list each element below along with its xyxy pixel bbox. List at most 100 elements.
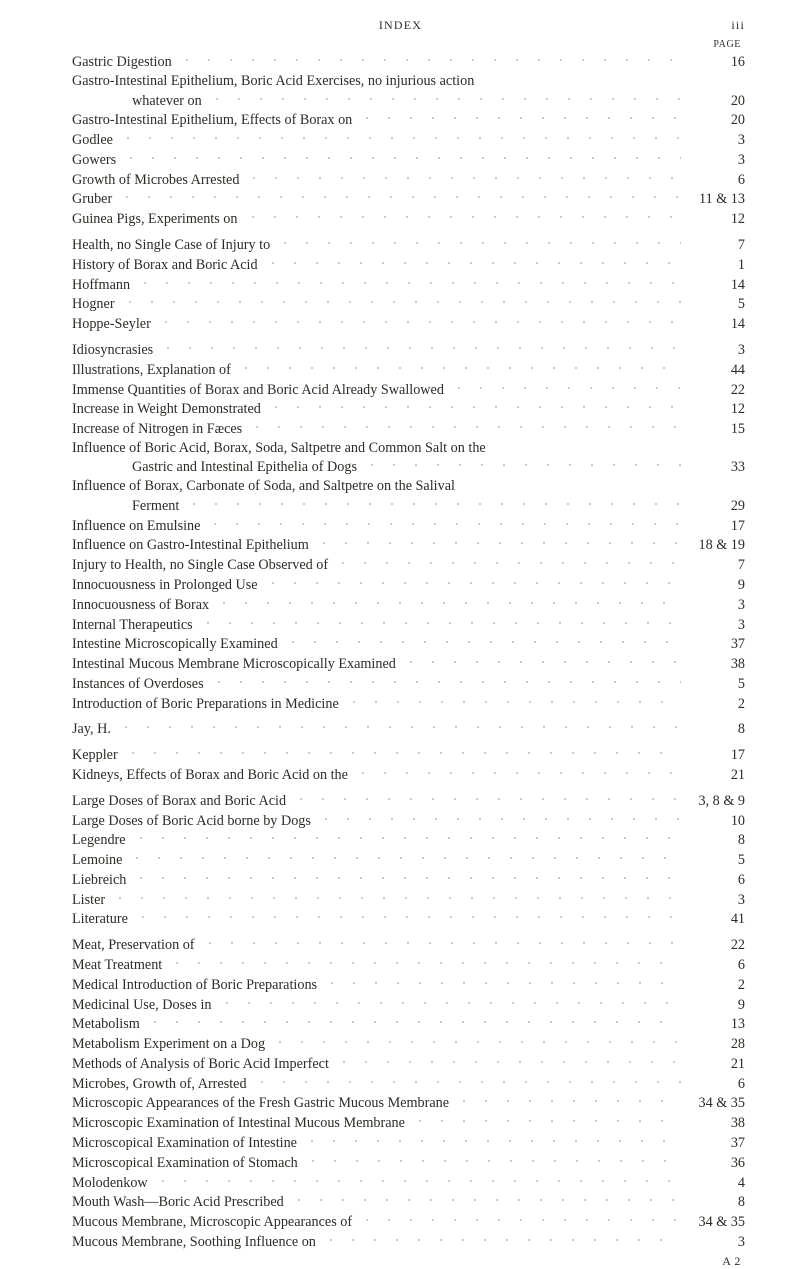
dot-leader (302, 1153, 681, 1167)
dot-leader (235, 360, 681, 374)
index-entry-page: 6 (685, 956, 745, 975)
index-entry-page: 16 (685, 53, 745, 72)
index-entry-label: Gastro-Intestinal Epithelium, Boric Acid… (72, 72, 474, 91)
index-entry-label: Jay, H. (72, 720, 111, 739)
dot-leader (333, 1054, 681, 1068)
dot-leader (116, 189, 681, 203)
dot-leader (290, 791, 681, 805)
dot-leader (157, 340, 681, 354)
index-entry-label: Large Doses of Boric Acid borne by Dogs (72, 812, 311, 831)
index-row: Lister3 (72, 889, 745, 909)
dot-leader (132, 909, 681, 923)
index-entry-label: Microbes, Growth of, Arrested (72, 1075, 247, 1094)
index-entry-page: 21 (685, 766, 745, 785)
dot-leader (409, 1113, 681, 1127)
index-entry-label: Legendre (72, 831, 126, 850)
index-entry-label: Mucous Membrane, Soothing Influence on (72, 1233, 316, 1252)
index-row: Godlee3 (72, 130, 745, 150)
index-entry-label: Medicinal Use, Doses in (72, 996, 212, 1015)
dot-leader (109, 889, 681, 903)
index-entry-page: 6 (685, 1075, 745, 1094)
index-row: Hoffmann14 (72, 274, 745, 294)
index-row: Mucous Membrane, Microscopic Appearances… (72, 1212, 745, 1232)
index-row: Idiosyncrasies3 (72, 340, 745, 360)
index-entry-label: Guinea Pigs, Experiments on (72, 210, 238, 229)
dot-leader (166, 955, 681, 969)
index-entry-label: Microscopical Examination of Stomach (72, 1154, 298, 1173)
dot-leader (313, 535, 681, 549)
index-row: Molodenkow4 (72, 1172, 745, 1192)
index-entry-page: 21 (685, 1055, 745, 1074)
dot-leader (243, 170, 681, 184)
index-entry-page: 12 (685, 400, 745, 419)
index-entry-page: 37 (685, 635, 745, 654)
index-entry-label: Liebreich (72, 871, 126, 890)
index-entry-label: Gruber (72, 190, 112, 209)
dot-leader (400, 654, 681, 668)
index-entry-page: 2 (685, 976, 745, 995)
index-entry-page: 38 (685, 1114, 745, 1133)
dot-leader (213, 595, 681, 609)
index-row: Mouth Wash—Boric Acid Prescribed 8 (72, 1192, 745, 1212)
dot-leader (262, 575, 681, 589)
index-row: Increase of Nitrogen in Fæces15 (72, 419, 745, 439)
index-entry-page: 11 & 13 (685, 190, 745, 209)
index-entry-page: 18 & 19 (685, 536, 745, 555)
index-entry-label: Lister (72, 891, 105, 910)
index-entry-label: Gastric and Intestinal Epithelia of Dogs (72, 458, 357, 477)
index-entry-page: 10 (685, 812, 745, 831)
index-entry-page: 9 (685, 576, 745, 595)
index-entry-label: Meat Treatment (72, 956, 162, 975)
index-row: Influence on Emulsine17 (72, 515, 745, 535)
index-entry-page: 3 (685, 596, 745, 615)
index-entry-label: Introduction of Boric Preparations in Me… (72, 695, 339, 714)
index-entry-page: 3 (685, 131, 745, 150)
index-entry-page: 36 (685, 1154, 745, 1173)
dot-leader (453, 1093, 681, 1107)
index-row: Meat, Preservation of 22 (72, 935, 745, 955)
dot-leader (448, 379, 681, 393)
dot-leader (144, 1014, 681, 1028)
dot-leader (130, 870, 681, 884)
index-entry-label: Hoffmann (72, 276, 130, 295)
index-entry-page: 8 (685, 831, 745, 850)
dot-leader (152, 1172, 681, 1186)
index-row: Intestine Microscopically Examined37 (72, 634, 745, 654)
index-row: Guinea Pigs, Experiments on12 (72, 209, 745, 229)
index-row: Gastro-Intestinal Epithelium, Effects of… (72, 110, 745, 130)
index-entry-page: 1 (685, 256, 745, 275)
index-entry-page: 22 (685, 936, 745, 955)
index-entry-page: 3 (685, 616, 745, 635)
index-entry-label: Microscopical Examination of Intestine (72, 1134, 297, 1153)
index-row: Microscopical Examination of Intestine37 (72, 1133, 745, 1153)
index-entry-label: Metabolism (72, 1015, 140, 1034)
index-row: Large Doses of Boric Acid borne by Dogs 1… (72, 810, 745, 830)
index-entry-page: 17 (685, 746, 745, 765)
index-row: Microscopical Examination of Stomach 36 (72, 1153, 745, 1173)
index-entry-label: Meat, Preservation of (72, 936, 195, 955)
index-entry-label: Mouth Wash—Boric Acid Prescribed (72, 1193, 284, 1212)
header-title: INDEX (379, 18, 422, 33)
index-row: Kidneys, Effects of Borax and Boric Acid… (72, 765, 745, 785)
index-entry-page: 20 (685, 111, 745, 130)
index-row: Keppler17 (72, 745, 745, 765)
index-entry-page: 6 (685, 871, 745, 890)
index-row: Introduction of Boric Preparations in Me… (72, 693, 745, 713)
index-entry-label: Gastro-Intestinal Epithelium, Effects of… (72, 111, 352, 130)
index-entry-label: Lemoine (72, 851, 122, 870)
index-row: Immense Quantities of Borax and Boric Ac… (72, 379, 745, 399)
index-entry-page: 34 & 35 (685, 1213, 745, 1232)
index-entry-label: Mucous Membrane, Microscopic Appearances… (72, 1213, 352, 1232)
index-entry-page: 28 (685, 1035, 745, 1054)
index-entry-page: 7 (685, 556, 745, 575)
index-row: Metabolism13 (72, 1014, 745, 1034)
dot-leader (126, 850, 681, 864)
index-entry-page: 8 (685, 1193, 745, 1212)
index-row: Gowers3 (72, 150, 745, 170)
index-entry-label: Influence on Gastro-Intestinal Epitheliu… (72, 536, 309, 555)
index-entry-label: Immense Quantities of Borax and Boric Ac… (72, 381, 444, 400)
index-row: Meat Treatment 6 (72, 955, 745, 975)
dot-leader (262, 255, 681, 269)
dot-leader (321, 975, 681, 989)
index-entry-label: Metabolism Experiment on a Dog (72, 1035, 265, 1054)
